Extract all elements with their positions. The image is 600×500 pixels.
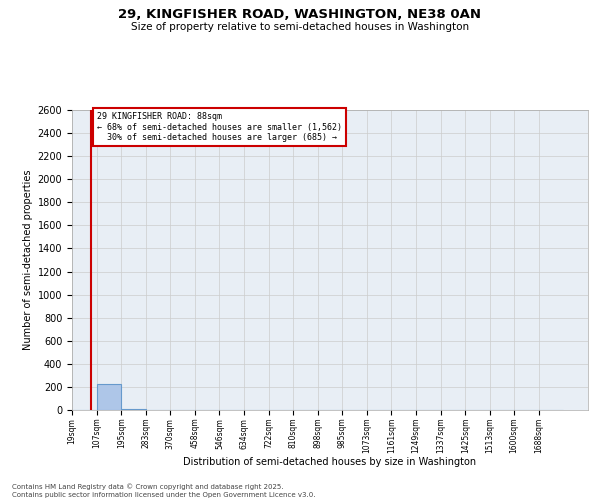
Text: 29, KINGFISHER ROAD, WASHINGTON, NE38 0AN: 29, KINGFISHER ROAD, WASHINGTON, NE38 0A… [119,8,482,20]
Text: Size of property relative to semi-detached houses in Washington: Size of property relative to semi-detach… [131,22,469,32]
Text: 29 KINGFISHER ROAD: 88sqm
← 68% of semi-detached houses are smaller (1,562)
  30: 29 KINGFISHER ROAD: 88sqm ← 68% of semi-… [97,112,342,142]
Text: Contains HM Land Registry data © Crown copyright and database right 2025.
Contai: Contains HM Land Registry data © Crown c… [12,484,316,498]
X-axis label: Distribution of semi-detached houses by size in Washington: Distribution of semi-detached houses by … [184,458,476,468]
Y-axis label: Number of semi-detached properties: Number of semi-detached properties [23,170,34,350]
Bar [97,384,121,410]
